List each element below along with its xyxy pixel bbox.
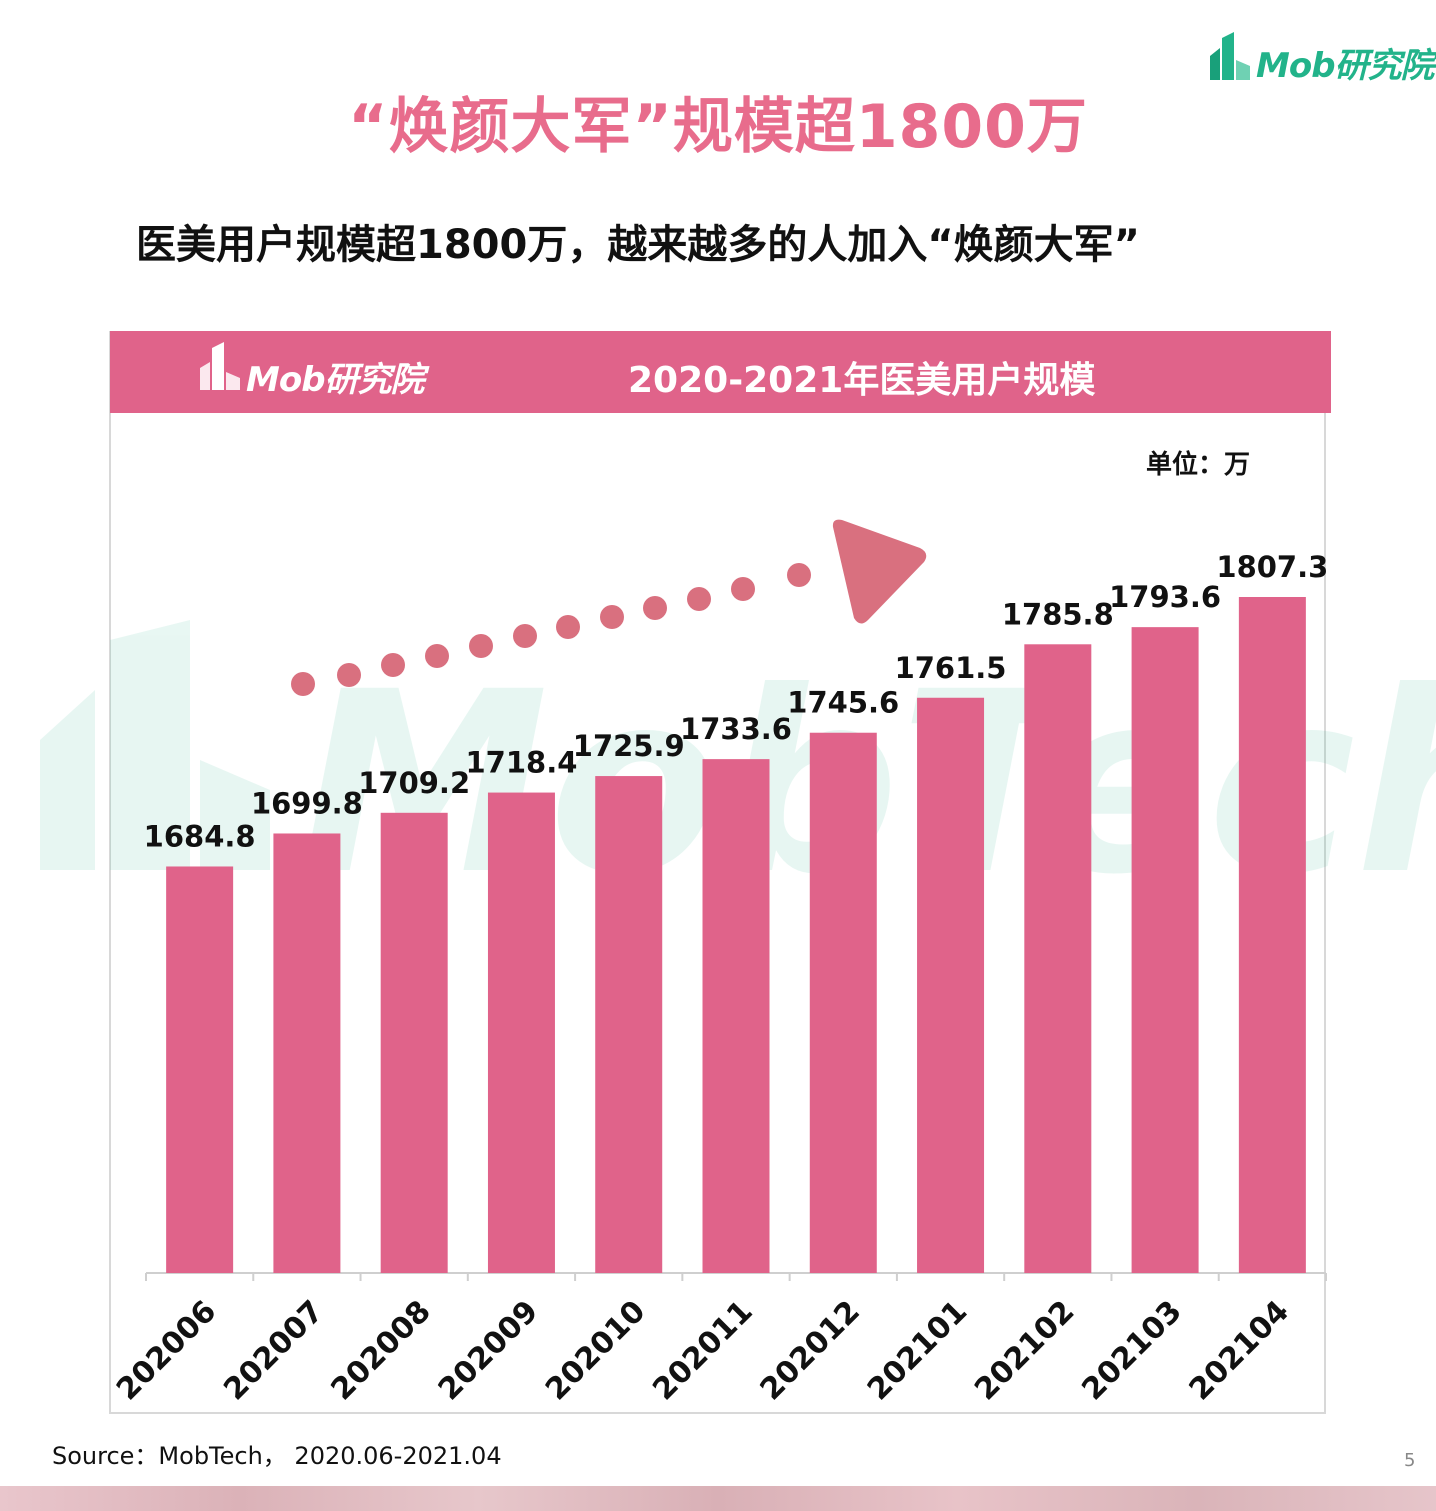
arrow-dot [381,653,405,677]
building-logo-icon [1210,32,1250,80]
chart-title: 2020-2021年医美用户规模 [628,360,1096,401]
bar-202103 [1131,627,1199,1273]
arrow-dot [687,587,711,611]
chart-header-band [110,331,1331,413]
category-label-202011: 202011 [646,1294,759,1407]
category-label-202103: 202103 [1075,1294,1188,1407]
source-note: Source：MobTech， 2020.06-2021.04 [52,1442,502,1470]
data-label-202007: 1699.8 [251,786,363,820]
category-label-202010: 202010 [539,1294,652,1407]
page-title: “焕颜大军”规模超1800万 [348,92,1088,162]
bar-202006 [166,866,234,1273]
category-labels-group: 2020062020072020082020092020102020112020… [110,1294,1296,1407]
bar-202104 [1238,597,1306,1273]
arrow-dot [600,605,624,629]
bar-202007 [273,833,341,1273]
bar-202102 [1024,644,1092,1273]
building-logo-icon [200,342,240,390]
arrow-dot [731,577,755,601]
data-label-202012: 1745.6 [787,686,899,720]
decorative-bottom-band [0,1486,1436,1511]
arrow-dot [469,634,493,658]
bar-202012 [809,732,877,1273]
data-label-202009: 1718.4 [465,746,577,780]
category-label-202008: 202008 [325,1294,438,1407]
category-label-202104: 202104 [1183,1294,1296,1407]
brand-logo-text: Mob研究院 [1256,46,1435,86]
bars-group [166,597,1306,1273]
category-label-202102: 202102 [968,1294,1081,1407]
arrow-dot [425,644,449,668]
bar-202010 [595,776,663,1273]
data-label-202006: 1684.8 [144,819,256,853]
brand-logo: Mob研究院 [1206,30,1435,86]
trend-arrow [291,519,927,696]
category-label-202007: 202007 [217,1294,330,1407]
category-label-202006: 202006 [110,1294,223,1407]
arrow-dot [337,663,361,687]
page-number: 5 [1404,1450,1416,1471]
data-label-202102: 1785.8 [1002,597,1114,631]
chart-header-logo: Mob研究院 [198,340,428,400]
data-label-202101: 1761.5 [895,651,1007,685]
data-label-202008: 1709.2 [358,766,470,800]
bar-202008 [380,812,448,1273]
data-label-202104: 1807.3 [1216,550,1328,584]
bar-202011 [702,759,770,1273]
arrow-dot [513,624,537,648]
data-label-202010: 1725.9 [573,729,685,763]
arrow-dot [291,672,315,696]
arrow-head [832,519,927,624]
category-label-202101: 202101 [861,1294,974,1407]
arrow-dot [787,563,811,587]
data-labels-group: 1684.81699.81709.21718.41725.91733.61745… [144,550,1329,853]
page-subtitle: 医美用户规模超1800万，越来越多的人加入“焕颜大军” [136,222,1140,268]
unit-label: 单位：万 [1146,450,1251,480]
bar-202009 [487,792,555,1273]
arrow-dot [643,596,667,620]
arrow-dot [556,615,580,639]
data-label-202103: 1793.6 [1109,580,1221,614]
x-ticks-group [145,1273,1327,1281]
chart-header-logo-text: Mob研究院 [246,360,425,400]
category-label-202009: 202009 [432,1294,545,1407]
category-label-202012: 202012 [754,1294,867,1407]
bar-202101 [917,697,985,1273]
data-label-202011: 1733.6 [680,712,792,746]
chart-frame [109,331,1326,1414]
